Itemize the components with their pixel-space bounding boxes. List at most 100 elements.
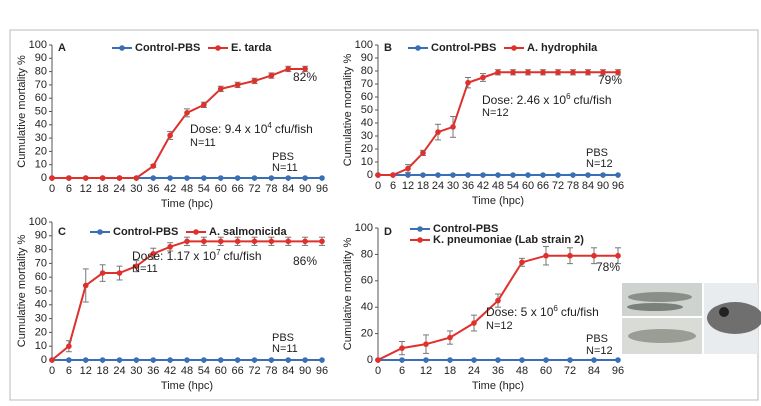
y-tick-label: 100 xyxy=(29,216,47,228)
data-point xyxy=(251,175,258,181)
data-point xyxy=(150,357,157,363)
percent-label: 79% xyxy=(598,73,622,87)
data-point xyxy=(405,172,411,178)
y-tick-label: 80 xyxy=(35,66,47,78)
x-tick-label: 42 xyxy=(164,365,176,377)
n-label: N=12 xyxy=(482,107,509,119)
data-point xyxy=(217,357,224,363)
data-point xyxy=(615,172,621,178)
data-point xyxy=(510,69,516,76)
data-point xyxy=(66,357,72,363)
data-point xyxy=(184,357,190,363)
data-point xyxy=(234,82,241,88)
y-tick-label: 80 xyxy=(361,248,373,260)
x-tick-label: 54 xyxy=(507,180,519,192)
data-point xyxy=(480,74,486,81)
x-tick-label: 12 xyxy=(80,365,92,377)
data-point xyxy=(399,357,405,363)
y-tick-label: 10 xyxy=(35,340,47,352)
x-tick-label: 66 xyxy=(537,180,549,192)
data-point xyxy=(510,172,516,178)
data-point xyxy=(133,263,140,269)
data-point xyxy=(447,357,453,363)
y-tick-label: 50 xyxy=(361,104,373,116)
n-label: N=11 xyxy=(132,263,158,275)
data-point xyxy=(49,175,55,181)
data-point xyxy=(99,270,106,276)
x-tick-label: 90 xyxy=(299,183,311,195)
panel-label: B xyxy=(384,42,392,54)
x-tick-label: 0 xyxy=(49,183,55,195)
legend-marker xyxy=(511,45,517,51)
data-point xyxy=(167,175,173,181)
percent-label: 78% xyxy=(596,260,620,274)
panel-label: C xyxy=(58,226,66,238)
dose-unit: cfu/fish xyxy=(574,93,612,107)
legend-label: A. salmonicida xyxy=(209,226,288,238)
x-tick-label: 18 xyxy=(444,365,456,377)
x-tick-label: 96 xyxy=(316,365,328,377)
x-tick-label: 12 xyxy=(402,180,414,192)
y-tick-label: 40 xyxy=(361,117,373,129)
x-tick-label: 72 xyxy=(552,180,564,192)
data-point xyxy=(567,357,573,363)
data-point xyxy=(465,172,471,178)
legend-marker xyxy=(215,45,221,51)
x-tick-label: 0 xyxy=(375,180,381,192)
legend-label: Control-PBS xyxy=(431,42,496,54)
data-point xyxy=(495,297,501,304)
series-line xyxy=(52,67,306,179)
y-tick-label: 30 xyxy=(35,132,47,144)
data-point xyxy=(217,86,224,92)
data-point xyxy=(201,357,207,363)
data-point xyxy=(66,175,72,181)
data-point xyxy=(525,172,531,178)
y-axis-title: Cumulative mortality % xyxy=(342,54,354,167)
percent-label: 86% xyxy=(293,254,317,268)
data-point xyxy=(591,252,597,259)
data-point xyxy=(615,69,621,76)
x-tick-label: 36 xyxy=(147,365,159,377)
dose-label: Dose: 1.17 x 107 cfu/fish xyxy=(132,248,262,263)
data-point xyxy=(285,357,292,363)
data-point xyxy=(234,175,241,181)
n-label: N=12 xyxy=(486,320,513,332)
fish xyxy=(628,329,696,343)
x-axis-title: Time (hpc) xyxy=(472,195,524,207)
data-point xyxy=(375,172,381,178)
data-point xyxy=(543,252,549,259)
x-tick-label: 96 xyxy=(612,365,624,377)
data-point xyxy=(525,69,531,76)
data-point xyxy=(268,175,275,181)
dose-exponent: 6 xyxy=(553,304,558,313)
y-tick-label: 20 xyxy=(361,328,373,340)
x-tick-label: 90 xyxy=(299,365,311,377)
data-point xyxy=(543,357,549,363)
x-tick-label: 54 xyxy=(198,183,210,195)
dose-unit: cfu/fish xyxy=(224,249,262,263)
data-point xyxy=(150,163,157,169)
pbs-n-label: N=11 xyxy=(272,343,298,355)
x-tick-label: 18 xyxy=(417,180,429,192)
data-point xyxy=(375,357,381,363)
data-point xyxy=(99,357,106,363)
data-point xyxy=(116,175,123,181)
data-point xyxy=(251,238,258,245)
x-axis-title: Time (hpc) xyxy=(161,380,213,392)
x-tick-label: 72 xyxy=(564,365,576,377)
x-tick-label: 48 xyxy=(181,365,193,377)
dose-unit: cfu/fish xyxy=(275,122,313,136)
data-point xyxy=(82,357,89,363)
data-point xyxy=(268,357,275,363)
y-tick-label: 70 xyxy=(361,78,373,90)
x-tick-label: 6 xyxy=(66,183,72,195)
x-tick-label: 54 xyxy=(198,365,210,377)
x-tick-label: 0 xyxy=(49,365,55,377)
data-point xyxy=(585,69,591,76)
data-point xyxy=(302,66,308,72)
x-tick-label: 84 xyxy=(282,365,294,377)
dose-exponent: 7 xyxy=(216,248,221,257)
x-tick-label: 18 xyxy=(97,365,109,377)
legend-label: Control-PBS xyxy=(135,42,200,54)
dose-exponent: 6 xyxy=(566,92,571,101)
